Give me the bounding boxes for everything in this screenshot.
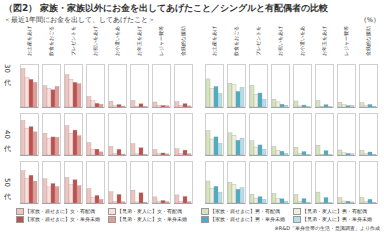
svg-text:レジャー費等を出す: レジャー費等を出す bbox=[158, 26, 164, 56]
html-text:30代: 30代 bbox=[3, 63, 11, 73]
html-text:【家族・親せきに】男・有配偶: 【家族・親せきに】男・有配偶 bbox=[210, 208, 280, 214]
svg-text:お祝いをあげる: お祝いをあげる bbox=[277, 26, 283, 56]
html-text:【兄弟・友人に】男・単身未婚: 【兄弟・友人に】男・単身未婚 bbox=[301, 216, 372, 223]
html-text:【家族・親せきに】女・単身未婚: 【家族・親せきに】女・単身未婚 bbox=[25, 216, 100, 223]
html-text:【兄弟・友人に】女・単身未婚: 【兄弟・友人に】女・単身未婚 bbox=[116, 216, 187, 223]
html-text:【兄弟・友人に】女・有配偶: 【兄弟・友人に】女・有配偶 bbox=[116, 208, 182, 214]
svg-text:お小遣いをあげる: お小遣いをあげる bbox=[299, 26, 305, 56]
html-text:【家族・親せきに】女・有配偶: 【家族・親せきに】女・有配偶 bbox=[25, 208, 95, 214]
svg-text:プレゼントを贈る: プレゼントを贈る bbox=[255, 26, 261, 56]
svg-text:金銭的な援助: 金銭的な援助 bbox=[365, 26, 371, 56]
html-text:（図2） 家族・家族以外にお金を出してあげたこと／シングルと: （図2） 家族・家族以外にお金を出してあげたこと／シングルと有配偶者の比較 bbox=[4, 3, 329, 13]
svg-text:お土産をあげる: お土産をあげる bbox=[211, 26, 217, 56]
svg-text:お年玉をあげる: お年玉をあげる bbox=[321, 26, 327, 56]
html-text:40代: 40代 bbox=[3, 129, 11, 139]
html-text:【兄弟・友人に】男・有配偶: 【兄弟・友人に】男・有配偶 bbox=[301, 208, 367, 214]
html-text:【家族・親せきに】男・単身未婚: 【家族・親せきに】男・単身未婚 bbox=[210, 216, 285, 223]
html-text:50代: 50代 bbox=[3, 177, 11, 187]
svg-text:飲食をおごる: 飲食をおごる bbox=[48, 26, 54, 56]
svg-text:金銭的な援助: 金銭的な援助 bbox=[180, 26, 186, 56]
svg-text:お祝いをあげる: お祝いをあげる bbox=[92, 26, 98, 56]
html-text:※R&D「単身世帯の生活・意識調査」より作成: ※R&D「単身世帯の生活・意識調査」より作成 bbox=[274, 225, 380, 232]
html-text:＜最近1年間にお金を出して、してあげたこと＞: ＜最近1年間にお金を出して、してあげたこと＞ bbox=[4, 16, 156, 24]
svg-text:お土産をあげる: お土産をあげる bbox=[26, 26, 32, 56]
svg-text:レジャー費等を出す: レジャー費等を出す bbox=[343, 26, 349, 56]
svg-text:飲食をおごる: 飲食をおごる bbox=[233, 26, 239, 56]
svg-text:お小遣いをあげる: お小遣いをあげる bbox=[114, 26, 120, 56]
svg-text:お年玉をあげる: お年玉をあげる bbox=[136, 26, 142, 56]
svg-text:プレゼントを贈る: プレゼントを贈る bbox=[70, 26, 76, 56]
